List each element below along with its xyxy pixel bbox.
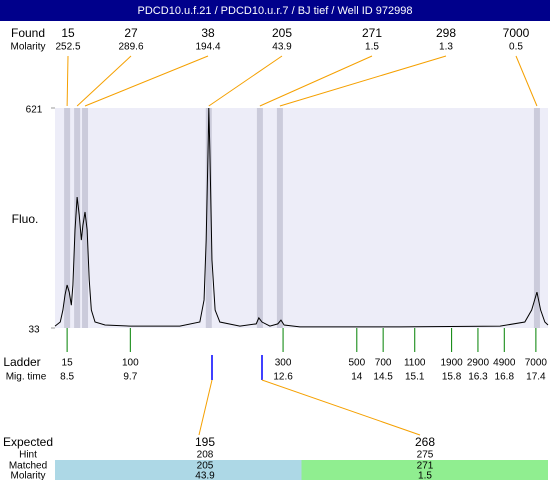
- leader-line: [279, 55, 447, 107]
- ladder-size: 2900: [467, 358, 490, 369]
- leader-line: [76, 55, 132, 107]
- ladder-time: 14.5: [373, 372, 393, 383]
- found-size: 7000: [503, 26, 530, 40]
- ladder-time: 16.8: [495, 372, 515, 383]
- ladder-time: 15.1: [405, 372, 425, 383]
- matched-molarity: 43.9: [195, 471, 215, 480]
- found-size: 205: [272, 26, 292, 40]
- found-label: Found: [11, 26, 45, 40]
- ladder-size: 4900: [493, 358, 516, 369]
- peak-band: [74, 108, 81, 328]
- peak-band: [256, 108, 263, 328]
- ladder-time: 9.7: [123, 372, 137, 383]
- ladder-size: 1100: [404, 358, 426, 369]
- leader-line: [198, 379, 213, 436]
- ladder-size: 7000: [525, 358, 548, 369]
- trace: [54, 107, 549, 328]
- title: PDCD10.u.f.21 / PDCD10.u.r.7 / BJ tief /…: [138, 5, 413, 17]
- ladder-time: 14: [351, 372, 363, 383]
- found-molarity: 43.9: [272, 42, 292, 53]
- ladder-size: 700: [375, 358, 392, 369]
- ladder-time: 16.3: [468, 372, 488, 383]
- matched-size: 271: [417, 461, 434, 472]
- leader-line: [259, 55, 373, 107]
- ladder-time: 12.6: [273, 372, 293, 383]
- mig-time-label: Mig. time: [6, 372, 47, 383]
- found-molarity: 0.5: [509, 42, 523, 53]
- leader-line: [84, 55, 209, 107]
- matched-molarity: 1.5: [418, 471, 432, 480]
- leader-line: [515, 55, 538, 107]
- leader-line: [208, 55, 283, 107]
- y-tick-label: 33: [28, 325, 40, 336]
- expected-label: Expected: [3, 435, 53, 449]
- found-molarity: 1.5: [365, 42, 379, 53]
- ladder-size: 500: [348, 358, 365, 369]
- peak-band: [533, 108, 540, 328]
- ladder-size: 300: [275, 358, 292, 369]
- hint-label: Hint: [19, 450, 37, 461]
- found-molarity: 289.6: [118, 42, 143, 53]
- molarity-label: Molarity: [10, 42, 45, 53]
- matched-band: [55, 460, 302, 480]
- leader-line: [66, 55, 69, 107]
- ladder-size: 100: [122, 358, 139, 369]
- y-axis-label: Fluo.: [12, 212, 39, 226]
- expected-size: 195: [195, 435, 215, 449]
- matched-size: 205: [197, 461, 214, 472]
- ladder-time: 15.8: [442, 372, 462, 383]
- hint-size: 208: [197, 450, 214, 461]
- ladder-time: 17.4: [526, 372, 546, 383]
- peak-band: [64, 108, 71, 328]
- found-size: 298: [436, 26, 456, 40]
- found-size: 27: [124, 26, 138, 40]
- hint-size: 275: [417, 450, 434, 461]
- molarity-row-label: Molarity: [10, 471, 45, 480]
- found-molarity: 1.3: [439, 42, 453, 53]
- matched-band: [301, 460, 548, 480]
- title-bar: [0, 0, 550, 21]
- expected-size: 268: [415, 435, 435, 449]
- ladder-size: 1900: [440, 358, 463, 369]
- peak-band: [205, 108, 212, 328]
- found-size: 15: [61, 26, 75, 40]
- ladder-label: Ladder: [3, 355, 40, 369]
- peak-band: [82, 108, 89, 328]
- leader-line: [261, 379, 421, 436]
- ladder-size: 15: [62, 358, 74, 369]
- found-size: 38: [201, 26, 215, 40]
- ladder-time: 8.5: [60, 372, 74, 383]
- plot-area: [55, 108, 548, 328]
- y-tick-label: 621: [26, 105, 43, 116]
- matched-label: Matched: [9, 461, 47, 472]
- found-molarity: 194.4: [195, 42, 220, 53]
- found-molarity: 252.5: [55, 42, 80, 53]
- peak-band: [276, 108, 283, 328]
- found-size: 271: [362, 26, 382, 40]
